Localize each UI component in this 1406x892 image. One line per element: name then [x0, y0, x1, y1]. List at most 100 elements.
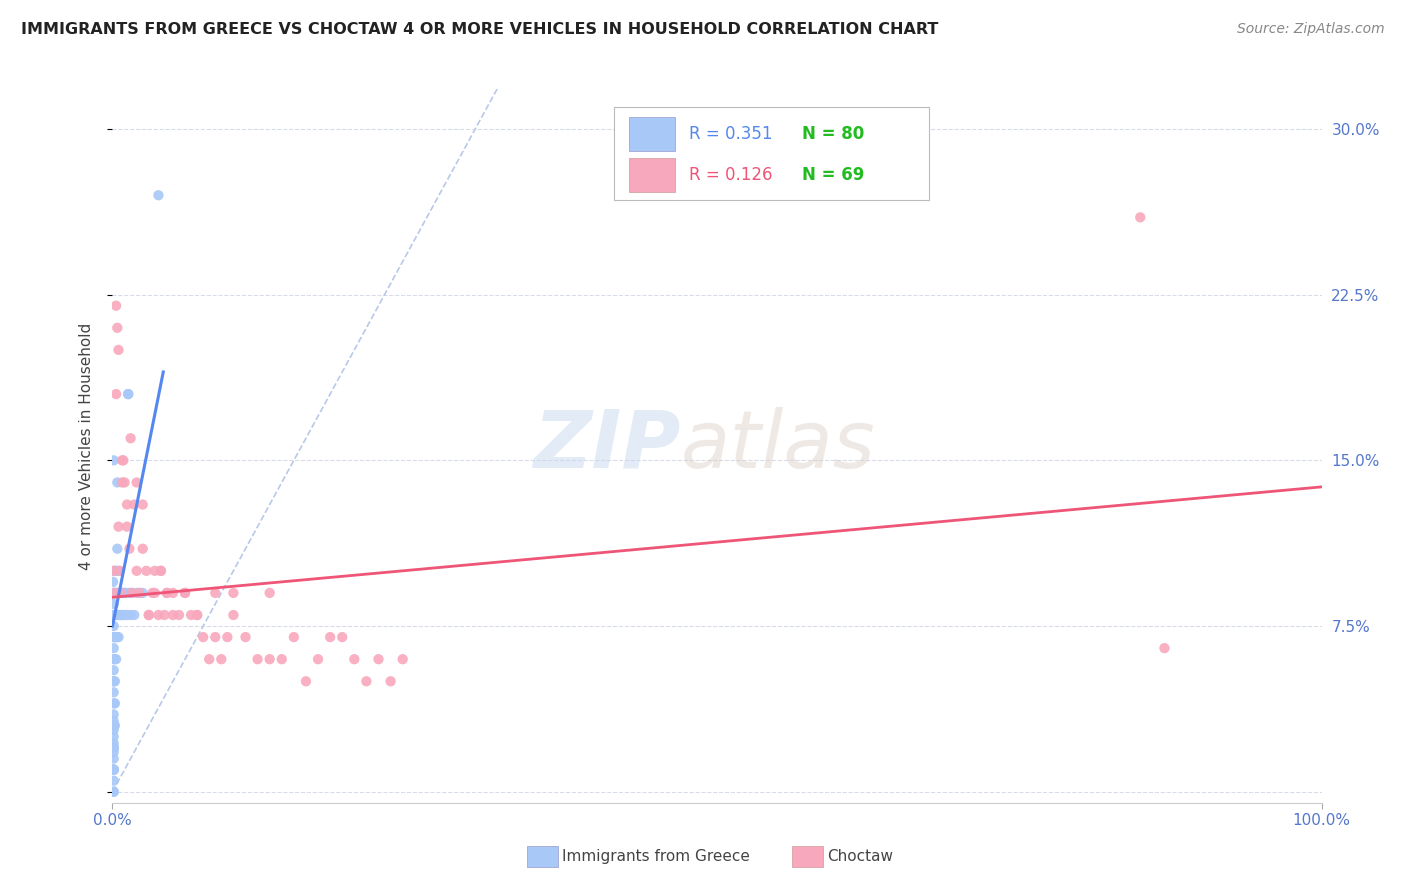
Point [117, 387, 139, 401]
Point [1153, 641, 1175, 656]
Point [191, 630, 214, 644]
Point [104, 718, 127, 732]
Point [307, 652, 329, 666]
Point [121, 586, 143, 600]
Point [122, 607, 145, 622]
Point [156, 586, 179, 600]
Point [105, 630, 128, 644]
Point [107, 343, 129, 357]
Point [103, 597, 125, 611]
Point [295, 674, 318, 689]
Point [103, 630, 125, 644]
Point [125, 586, 148, 600]
Point [103, 740, 125, 755]
Point [148, 188, 170, 202]
Point [105, 299, 128, 313]
Point [105, 586, 128, 600]
Point [105, 541, 128, 556]
Point [114, 607, 136, 622]
Point [115, 607, 138, 622]
Point [222, 586, 245, 600]
Point [107, 586, 129, 600]
Point [103, 763, 125, 777]
Bar [628, 117, 675, 152]
Point [104, 674, 127, 689]
Point [143, 586, 166, 600]
Point [107, 519, 129, 533]
Point [204, 630, 226, 644]
Point [103, 763, 125, 777]
Point [103, 685, 125, 699]
Point [135, 564, 157, 578]
Point [114, 586, 136, 600]
Point [330, 630, 353, 644]
Point [132, 498, 155, 512]
Point [319, 630, 342, 644]
Point [103, 630, 125, 644]
Point [103, 619, 125, 633]
Point [103, 607, 125, 622]
Point [103, 707, 125, 722]
Point [120, 607, 142, 622]
Point [104, 630, 127, 644]
Point [104, 586, 127, 600]
Point [162, 607, 184, 622]
Point [103, 607, 125, 622]
Point [149, 564, 172, 578]
Point [110, 586, 132, 600]
Point [103, 745, 125, 759]
Point [186, 607, 208, 622]
Point [114, 475, 136, 490]
Point [259, 586, 281, 600]
Point [103, 763, 125, 777]
Point [107, 564, 129, 578]
Point [103, 773, 125, 788]
Text: Source: ZipAtlas.com: Source: ZipAtlas.com [1237, 22, 1385, 37]
Text: R = 0.351: R = 0.351 [689, 125, 773, 143]
Point [132, 586, 155, 600]
Point [209, 652, 232, 666]
Point [356, 674, 378, 689]
Point [103, 740, 125, 755]
Point [105, 652, 128, 666]
Point [103, 785, 125, 799]
Point [198, 652, 221, 666]
Point [103, 763, 125, 777]
Point [103, 586, 125, 600]
Point [103, 641, 125, 656]
Point [174, 586, 197, 600]
Point [105, 630, 128, 644]
Point [103, 564, 125, 578]
Point [118, 541, 141, 556]
Point [108, 607, 131, 622]
Point [105, 564, 128, 578]
Point [118, 586, 141, 600]
Text: atlas: atlas [681, 407, 876, 485]
Point [103, 453, 125, 467]
Point [128, 586, 150, 600]
Point [103, 723, 125, 737]
Text: Immigrants from Greece: Immigrants from Greece [562, 849, 751, 863]
Text: ZIP: ZIP [533, 407, 681, 485]
Point [156, 586, 179, 600]
Point [103, 714, 125, 728]
Point [111, 586, 134, 600]
Point [114, 586, 136, 600]
Point [141, 586, 163, 600]
Point [107, 607, 129, 622]
Point [112, 586, 135, 600]
Point [103, 663, 125, 677]
Point [104, 564, 127, 578]
Y-axis label: 4 or more Vehicles in Household: 4 or more Vehicles in Household [79, 322, 94, 570]
Point [103, 730, 125, 744]
Point [103, 674, 125, 689]
Point [103, 740, 125, 755]
Point [138, 607, 160, 622]
Point [246, 652, 269, 666]
Point [103, 740, 125, 755]
Point [167, 607, 190, 622]
Text: IMMIGRANTS FROM GREECE VS CHOCTAW 4 OR MORE VEHICLES IN HOUSEHOLD CORRELATION CH: IMMIGRANTS FROM GREECE VS CHOCTAW 4 OR M… [21, 22, 938, 37]
Point [103, 763, 125, 777]
Point [174, 586, 197, 600]
Point [104, 652, 127, 666]
